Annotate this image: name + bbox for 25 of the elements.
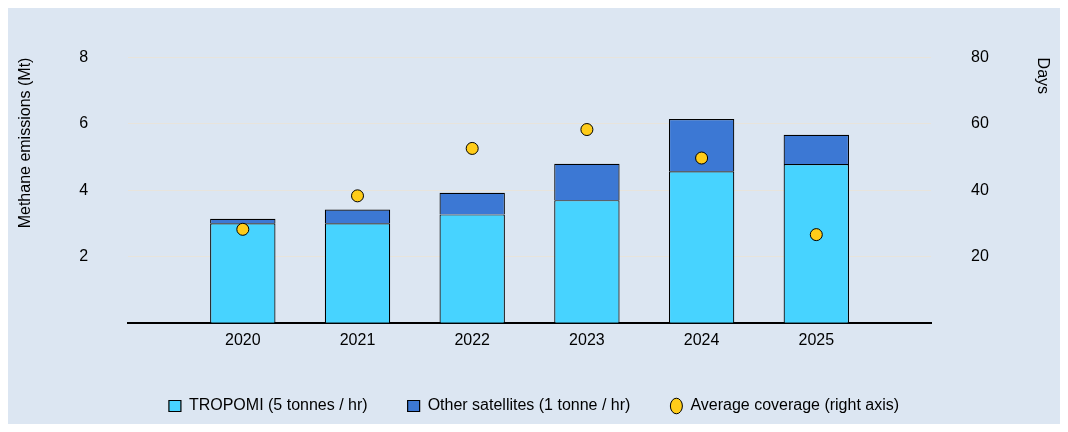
x-tick-label: 2021: [339, 330, 376, 348]
y2-axis-title: Days: [1034, 57, 1052, 95]
y2-tick-label: 80: [971, 48, 989, 66]
y-tick-label: 6: [79, 114, 89, 132]
x-tick-label: 2022: [454, 330, 491, 348]
x-tick-label: 2024: [683, 330, 720, 348]
legend-label: Other satellites (1 tonne / hr): [427, 396, 631, 414]
point: [465, 141, 479, 155]
point: [809, 228, 823, 242]
y-tick-label: 4: [79, 180, 89, 198]
point: [695, 151, 709, 165]
y-tick-label: 8: [79, 48, 89, 66]
point: [236, 222, 250, 236]
point: [580, 123, 594, 137]
legend-label: Average coverage (right axis): [690, 396, 900, 414]
y2-tick-label: 20: [971, 246, 989, 264]
y2-tick-label: 40: [971, 180, 989, 198]
x-tick-label: 2020: [225, 330, 261, 348]
point: [351, 189, 364, 203]
y-axis-title: Methane emissions (Mt): [16, 57, 34, 229]
y2-tick-label: 60: [971, 114, 989, 132]
x-tick-label: 2023: [569, 330, 605, 348]
y-tick-label: 2: [79, 246, 89, 264]
x-tick-label: 2025: [798, 330, 835, 348]
legend-label: TROPOMI (5 tonnes / hr): [188, 396, 368, 414]
